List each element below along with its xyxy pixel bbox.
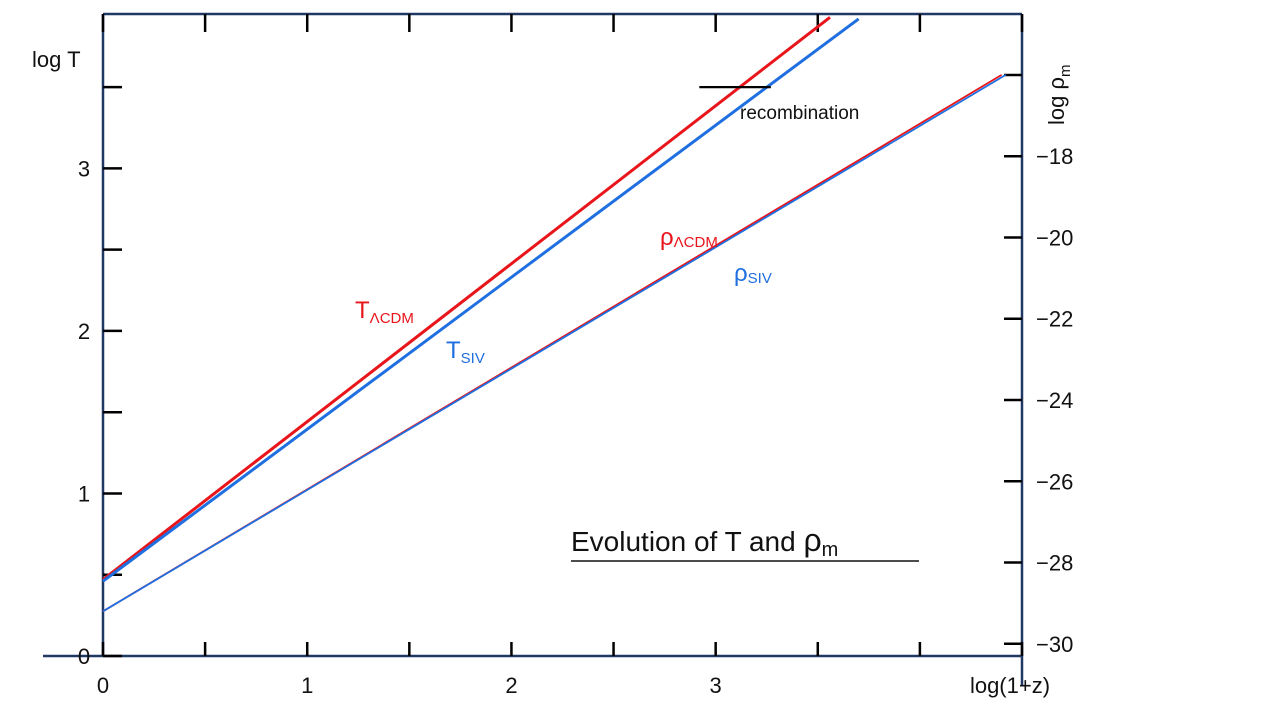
y-axis-left-label: log T [32,47,81,72]
y-axis-right-label-sub: m [1057,65,1074,78]
series-lines [102,16,1007,613]
y-left-tick-label: 2 [78,319,90,344]
series-label-rho-lcdm-sub: ΛCDM [674,234,718,251]
series-line-T-lcdm [102,16,831,581]
y-right-tick-label: −30 [1036,632,1073,657]
recombination-annotation: recombination [699,86,859,124]
series-label-rho-lcdm: ρΛCDM [660,224,718,251]
recombination-label: recombination [740,103,859,124]
series-label-rho-siv-base: ρ [734,260,748,287]
y-left-tick-label: 0 [78,644,90,669]
y-axis-right-label-base: log ρ [1044,77,1069,125]
y-left-tick-label: 1 [78,481,90,506]
x-axis-label: log(1+z) [970,673,1050,698]
y-right-tick-label: −18 [1036,144,1073,169]
chart-title-text: Evolution of T and ρm [571,522,838,561]
y-right-tick-label: −24 [1036,388,1073,413]
chart-title-sub: m [822,539,839,561]
axis-ticks: 0 1 2 3 0 1 2 3 −30 −28 −26 −24 −22 −20 −18 [78,14,1073,698]
series-label-rho-siv: ρSIV [734,260,772,287]
series-line-T-siv [102,17,860,583]
y-right-tick-label: −20 [1036,225,1073,250]
y-left-tick-label: 3 [78,156,90,181]
series-label-t-siv-base: T [446,337,461,364]
y-right-tick-label: −26 [1036,469,1073,494]
x-tick-label: 2 [505,673,517,698]
x-tick-label: 0 [97,673,109,698]
series-label-t-siv: TSIV [446,337,485,367]
y-right-tick-label: −22 [1036,307,1073,332]
series-label-rho-siv-sub: SIV [748,270,772,287]
x-tick-label: 3 [710,673,722,698]
series-label-t-lcdm-base: T [355,297,370,324]
y-right-tick-label: −28 [1036,551,1073,576]
y-axis-right-label: log ρm [1044,65,1074,126]
series-label-t-lcdm: TΛCDM [355,297,414,327]
series-line-rho-siv [102,74,1007,613]
svg-text:log ρm: log ρm [1044,65,1074,126]
series-label-t-lcdm-sub: ΛCDM [370,310,414,327]
x-tick-label: 1 [301,673,313,698]
series-label-t-siv-sub: SIV [461,350,485,367]
plot-frame [43,12,1024,685]
chart-title-main: Evolution of T and [571,526,803,557]
series-label-rho-lcdm-base: ρ [660,224,674,251]
chart-title-greek: ρ [803,522,821,558]
chart-title: Evolution of T and ρm [571,522,919,562]
